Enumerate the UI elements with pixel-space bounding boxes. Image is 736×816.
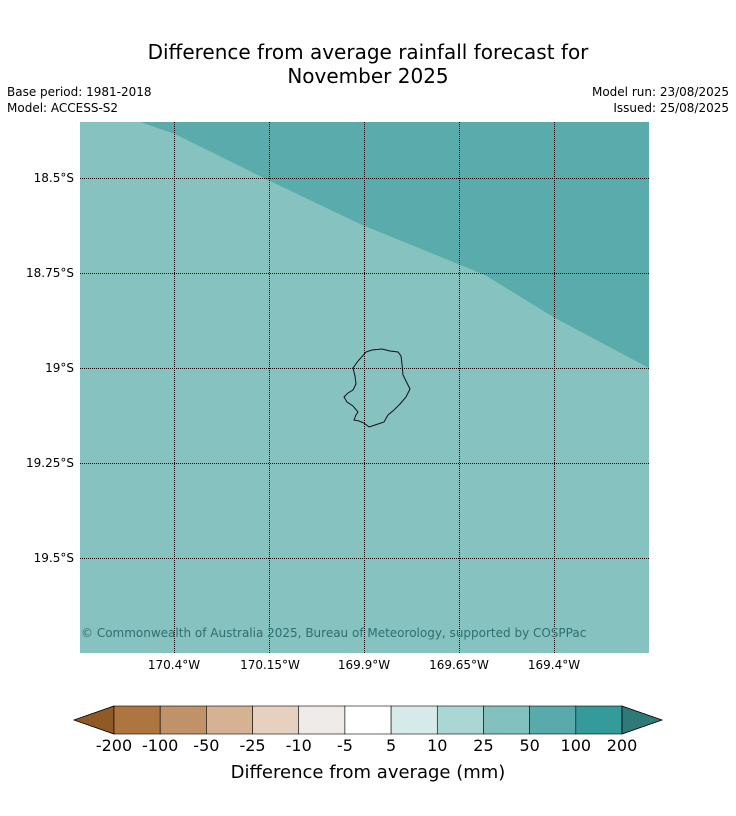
model-name: Model: ACCESS-S2 <box>7 101 119 115</box>
model-run: Model run: 23/08/2025 <box>591 85 729 99</box>
colorbar-tick-label: -50 <box>193 736 220 755</box>
colorbar-tick-label: 100 <box>560 736 592 755</box>
meta-right: Model run: 23/08/2025 Issued: 25/08/2025 <box>592 84 729 116</box>
lat-label-2: 18.75°S <box>26 266 74 280</box>
colorbar-segment <box>252 705 300 735</box>
colorbar-tick-label: 5 <box>385 736 397 755</box>
colorbar-tick-label: -200 <box>95 736 133 755</box>
meta-left: Base period: 1981-2018 Model: ACCESS-S2 <box>7 84 152 116</box>
lat-label-3: 19°S <box>45 361 74 375</box>
issued-date: Issued: 25/08/2025 <box>613 101 729 115</box>
colorbar-segment <box>529 705 577 735</box>
colorbar-tick-label: -5 <box>336 736 353 755</box>
lat-label-4: 19.25°S <box>26 456 74 470</box>
colorbar-extend-low <box>72 705 115 735</box>
colorbar-tick-label: -25 <box>239 736 266 755</box>
colorbar-label: Difference from average (mm) <box>230 762 506 783</box>
lon-label-4: 169.65°W <box>429 658 489 672</box>
lon-label-1: 170.4°W <box>147 658 201 672</box>
colorbar-segment <box>206 705 253 735</box>
colorbar-segment <box>344 705 392 735</box>
chart-title-line2: November 2025 <box>287 64 449 88</box>
colorbar-segment <box>575 705 623 735</box>
copyright-notice: © Commonwealth of Australia 2025, Bureau… <box>81 626 587 640</box>
colorbar-tick-label: -100 <box>142 736 179 755</box>
colorbar-tick-label: 200 <box>606 736 638 755</box>
lat-label-5: 19.5°S <box>33 551 74 565</box>
colorbar-segment <box>298 705 346 735</box>
colorbar-segment <box>390 705 438 735</box>
base-period: Base period: 1981-2018 <box>7 85 152 99</box>
map-plot <box>80 122 649 653</box>
region-higher-rainfall <box>140 122 649 368</box>
colorbar-extend-high <box>621 705 664 735</box>
colorbar <box>72 705 664 735</box>
colorbar-segment <box>436 705 484 735</box>
colorbar-tick-label: -10 <box>285 736 312 755</box>
colorbar-tick-label: 25 <box>473 736 494 755</box>
gridlines <box>80 122 649 653</box>
colorbar-segment <box>159 705 207 735</box>
colorbar-tick-label: 50 <box>519 736 540 755</box>
island-outline <box>343 348 411 428</box>
lon-label-3: 169.9°W <box>337 658 391 672</box>
lon-label-2: 170.15°W <box>240 658 300 672</box>
colorbar-tick-label: 10 <box>427 736 448 755</box>
colorbar-segment <box>483 705 530 735</box>
lon-label-5: 169.4°W <box>527 658 581 672</box>
lat-label-1: 18.5°S <box>33 171 74 185</box>
colorbar-segment <box>113 705 161 735</box>
chart-title-line1: Difference from average rainfall forecas… <box>147 40 589 64</box>
